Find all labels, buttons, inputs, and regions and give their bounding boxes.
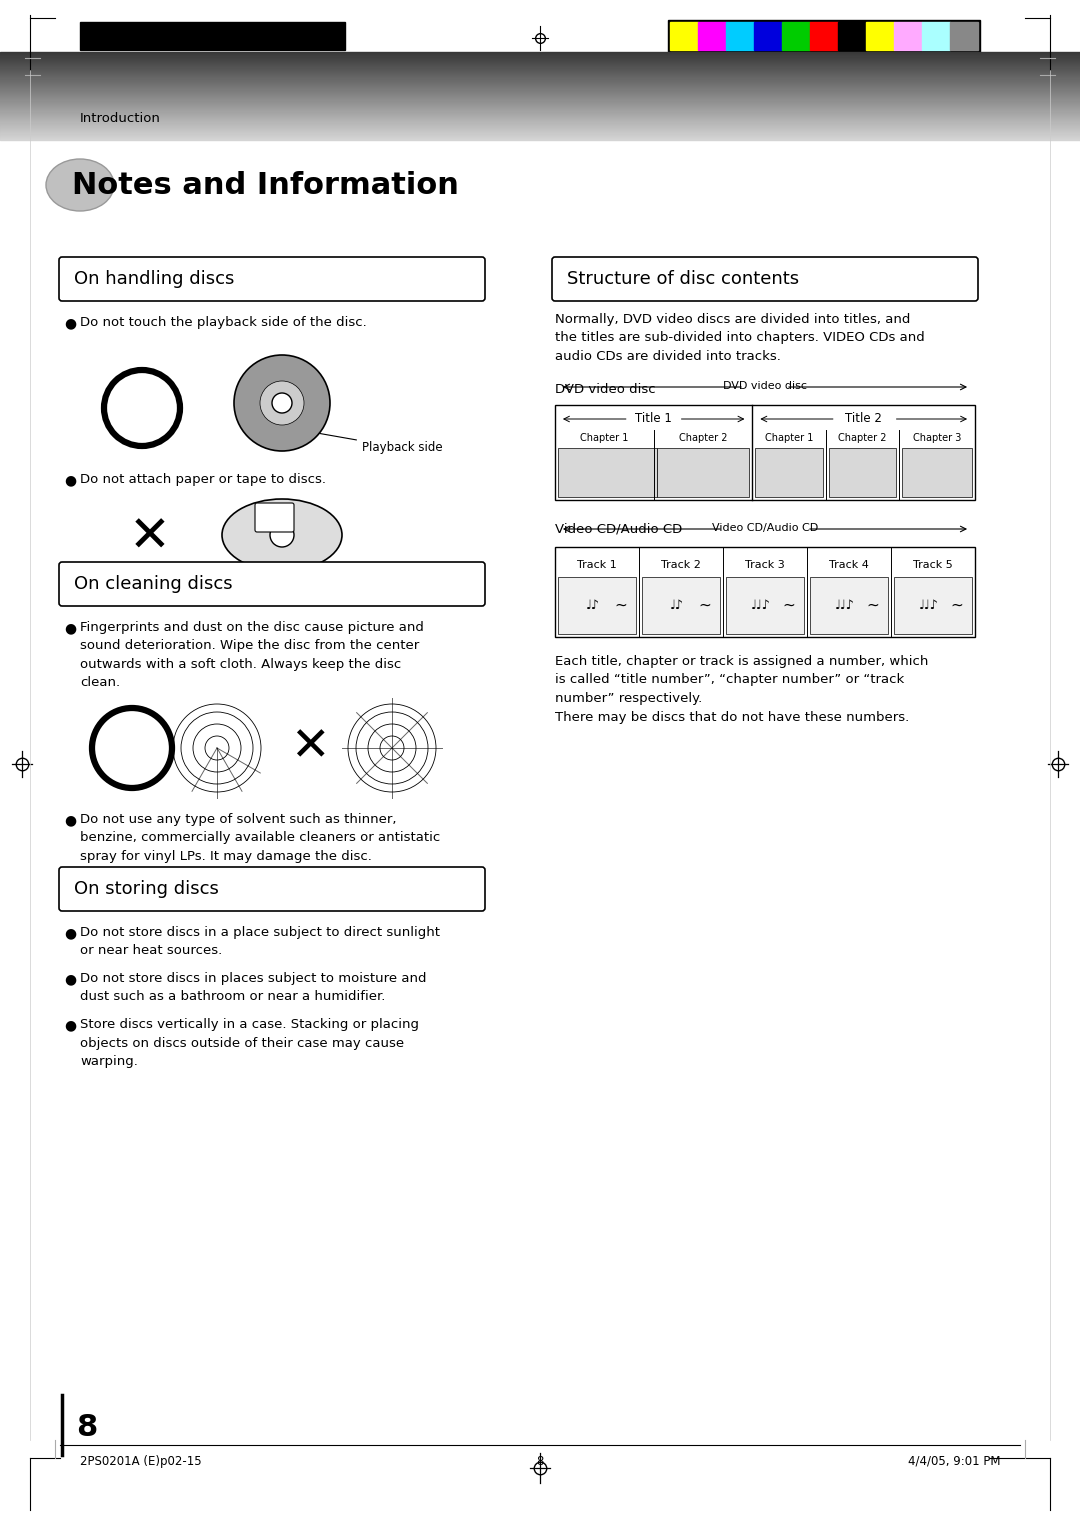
- Text: Chapter 1: Chapter 1: [580, 432, 629, 443]
- Ellipse shape: [46, 159, 114, 211]
- Text: Title 1: Title 1: [635, 413, 672, 425]
- Text: Video CD/Audio CD: Video CD/Audio CD: [712, 523, 819, 533]
- Text: 8: 8: [76, 1413, 97, 1442]
- Text: ~: ~: [950, 597, 963, 613]
- Text: DVD video disc: DVD video disc: [555, 384, 656, 396]
- FancyBboxPatch shape: [59, 866, 485, 911]
- Text: Introduction: Introduction: [80, 112, 161, 124]
- Text: ♩♩♪: ♩♩♪: [835, 599, 855, 613]
- Text: On handling discs: On handling discs: [75, 270, 234, 287]
- Text: Track 1: Track 1: [577, 559, 617, 570]
- Text: ●: ●: [64, 1018, 76, 1031]
- Text: ~: ~: [866, 597, 879, 613]
- Bar: [555, 405, 975, 500]
- Text: ♩♩♪: ♩♩♪: [919, 599, 939, 613]
- Bar: [894, 21, 922, 50]
- Text: Store discs vertically in a case. Stacking or placing
objects on discs outside o: Store discs vertically in a case. Stacki…: [80, 1018, 419, 1068]
- Bar: [755, 448, 823, 497]
- Circle shape: [272, 393, 292, 413]
- Circle shape: [234, 354, 330, 451]
- Text: Chapter 2: Chapter 2: [838, 432, 887, 443]
- Text: Fingerprints and dust on the disc cause picture and
sound deterioration. Wipe th: Fingerprints and dust on the disc cause …: [80, 620, 423, 689]
- Text: Each title, chapter or track is assigned a number, which
is called “title number: Each title, chapter or track is assigned…: [555, 656, 929, 723]
- Circle shape: [270, 523, 294, 547]
- Text: Playback side: Playback side: [320, 434, 443, 454]
- Text: ✕: ✕: [291, 726, 329, 770]
- Bar: [828, 448, 896, 497]
- Bar: [902, 448, 972, 497]
- Bar: [642, 578, 720, 634]
- Text: ●: ●: [64, 972, 76, 986]
- Bar: [80, 21, 345, 50]
- Bar: [838, 21, 866, 50]
- Bar: [810, 578, 888, 634]
- FancyBboxPatch shape: [552, 257, 978, 301]
- Circle shape: [272, 393, 292, 413]
- Text: Do not attach paper or tape to discs.: Do not attach paper or tape to discs.: [80, 474, 326, 486]
- Text: Do not touch the playback side of the disc.: Do not touch the playback side of the di…: [80, 316, 367, 329]
- Text: 8: 8: [537, 1455, 543, 1468]
- Text: ●: ●: [64, 926, 76, 940]
- FancyBboxPatch shape: [59, 257, 485, 301]
- Bar: [558, 448, 657, 497]
- Bar: [866, 21, 894, 50]
- Text: ●: ●: [64, 813, 76, 827]
- Text: Track 5: Track 5: [913, 559, 953, 570]
- Bar: [950, 21, 978, 50]
- Ellipse shape: [222, 500, 342, 571]
- Text: ~: ~: [698, 597, 711, 613]
- Text: Normally, DVD video discs are divided into titles, and
the titles are sub-divide: Normally, DVD video discs are divided in…: [555, 313, 924, 364]
- Bar: [669, 20, 980, 52]
- Text: On cleaning discs: On cleaning discs: [75, 575, 232, 593]
- Text: ♩♪: ♩♪: [586, 599, 599, 613]
- Text: ●: ●: [64, 316, 76, 330]
- Text: ~: ~: [782, 597, 795, 613]
- Bar: [726, 578, 804, 634]
- Text: Do not use any type of solvent such as thinner,
benzine, commercially available : Do not use any type of solvent such as t…: [80, 813, 441, 863]
- Bar: [657, 448, 750, 497]
- Text: ●: ●: [64, 474, 76, 487]
- Text: On storing discs: On storing discs: [75, 880, 219, 898]
- FancyBboxPatch shape: [255, 503, 294, 532]
- Text: ●: ●: [64, 620, 76, 636]
- FancyBboxPatch shape: [59, 562, 485, 607]
- Text: Track 4: Track 4: [829, 559, 869, 570]
- Text: DVD video disc: DVD video disc: [723, 380, 807, 391]
- Text: Chapter 2: Chapter 2: [679, 432, 727, 443]
- Text: Video CD/Audio CD: Video CD/Audio CD: [555, 523, 683, 535]
- Bar: [810, 21, 838, 50]
- Bar: [670, 21, 698, 50]
- Bar: [555, 547, 975, 637]
- Bar: [782, 21, 810, 50]
- Text: Track 2: Track 2: [661, 559, 701, 570]
- Bar: [726, 21, 754, 50]
- Circle shape: [260, 380, 303, 425]
- Text: Notes and Information: Notes and Information: [72, 171, 459, 200]
- Text: ♩♪: ♩♪: [670, 599, 684, 613]
- Text: ✕: ✕: [130, 513, 171, 562]
- Bar: [698, 21, 726, 50]
- Text: Track 3: Track 3: [745, 559, 785, 570]
- Bar: [558, 578, 636, 634]
- Text: Do not store discs in places subject to moisture and
dust such as a bathroom or : Do not store discs in places subject to …: [80, 972, 427, 1004]
- Text: Structure of disc contents: Structure of disc contents: [567, 270, 799, 287]
- Text: 2PS0201A (E)p02-15: 2PS0201A (E)p02-15: [80, 1455, 202, 1468]
- Text: Title 2: Title 2: [846, 413, 882, 425]
- Text: Do not store discs in a place subject to direct sunlight
or near heat sources.: Do not store discs in a place subject to…: [80, 926, 440, 958]
- Bar: [922, 21, 950, 50]
- Text: ~: ~: [615, 597, 626, 613]
- Text: ♩♩♪: ♩♩♪: [751, 599, 771, 613]
- Text: Chapter 1: Chapter 1: [765, 432, 813, 443]
- Bar: [894, 578, 972, 634]
- Text: Chapter 3: Chapter 3: [913, 432, 961, 443]
- Text: 4/4/05, 9:01 PM: 4/4/05, 9:01 PM: [907, 1455, 1000, 1468]
- Bar: [754, 21, 782, 50]
